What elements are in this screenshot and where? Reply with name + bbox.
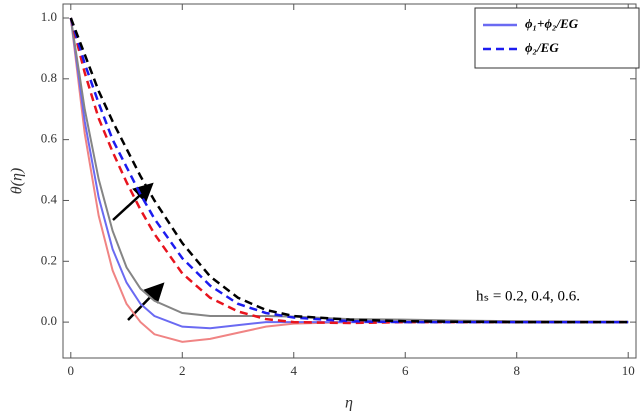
plot-frame [62, 3, 637, 359]
arrow [112, 182, 154, 221]
y-axis-label: θ(η) [9, 168, 26, 194]
y-tick-label: 0.0 [41, 313, 57, 328]
x-tick-label: 10 [622, 363, 635, 378]
y-tick-label: 1.0 [41, 9, 57, 24]
y-tick-label: 0.2 [41, 252, 57, 267]
x-tick-label: 4 [291, 363, 298, 378]
legend-label: ϕ₁+ϕ₂/EG [525, 16, 579, 31]
x-tick-label: 6 [402, 363, 409, 378]
annotation: hₛ = 0.2, 0.4, 0.6. [476, 288, 580, 304]
series-line [69, 17, 629, 323]
x-axis-label: η [345, 395, 353, 412]
x-tick-label: 0 [68, 363, 75, 378]
x-tick-label: 2 [179, 363, 186, 378]
legend-box [474, 7, 640, 69]
x-tick-label: 8 [513, 363, 520, 378]
y-tick-label: 0.8 [41, 70, 57, 85]
series-line [69, 17, 629, 324]
y-tick-label: 0.4 [41, 191, 58, 206]
y-tick-label: 0.6 [41, 131, 58, 146]
legend-label: ϕ₂/EG [525, 40, 559, 55]
